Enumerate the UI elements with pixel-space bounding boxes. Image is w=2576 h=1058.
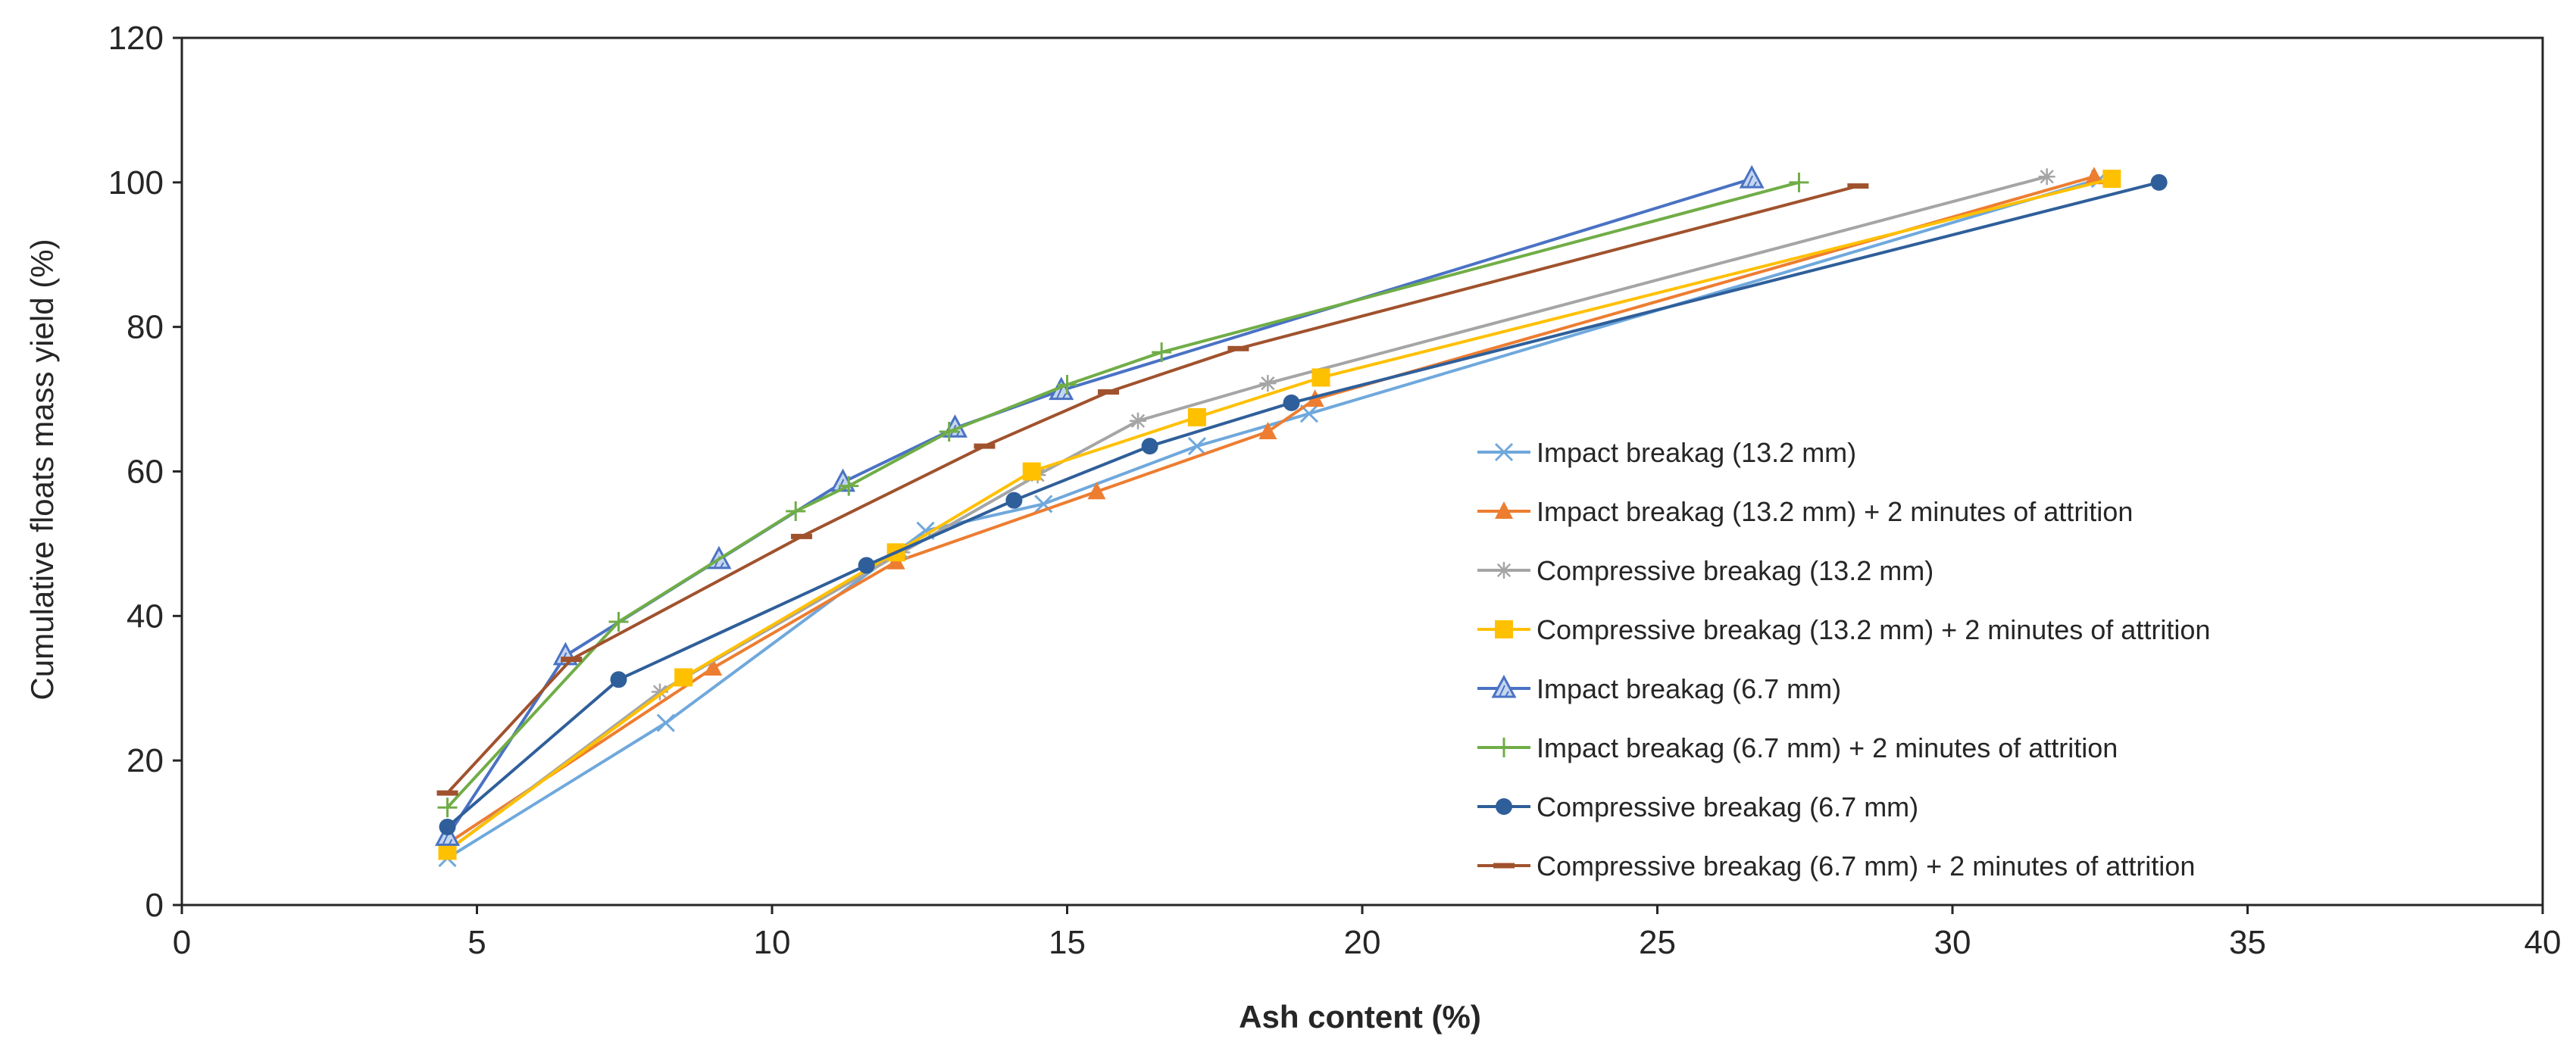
- y-tick-label: 120: [108, 20, 164, 57]
- legend-entry-2: Impact breakag (13.2 mm) + 2 minutes of …: [1477, 496, 2133, 527]
- data-point: [1152, 342, 1172, 363]
- legend-entry-4: Compressive breakag (13.2 mm) + 2 minute…: [1477, 614, 2210, 645]
- series-7: [439, 173, 2168, 835]
- series-4: [438, 170, 2121, 860]
- data-point: [1057, 375, 1077, 395]
- data-point: [1259, 375, 1277, 392]
- series-8: [436, 183, 1869, 796]
- legend-entry-6: Impact breakag (6.7 mm) + 2 minutes of a…: [1477, 732, 2118, 763]
- data-point: [1187, 437, 1206, 456]
- x-tick-label: 35: [2229, 924, 2266, 961]
- data-point: [786, 501, 806, 521]
- data-point: [656, 713, 675, 732]
- data-point: [437, 797, 458, 818]
- data-point: [1847, 183, 1869, 189]
- data-point: [704, 658, 723, 676]
- x-tick-label: 10: [754, 924, 791, 961]
- data-point: [839, 476, 859, 496]
- legend-marker: [1496, 562, 1512, 579]
- legend-marker: [1494, 442, 1514, 462]
- data-point: [608, 611, 629, 632]
- data-point: [1311, 368, 1330, 387]
- legend-marker: [1491, 674, 1517, 698]
- data-point: [1098, 389, 1120, 395]
- data-point: [974, 443, 996, 449]
- legend-entry-5: Impact breakag (6.7 mm): [1477, 673, 1841, 704]
- x-tick-label: 40: [2524, 924, 2562, 961]
- legend-label: Impact breakag (6.7 mm) + 2 minutes of a…: [1537, 732, 2118, 763]
- data-point: [1141, 438, 1158, 455]
- data-point: [1283, 394, 1300, 411]
- data-point: [674, 668, 693, 687]
- y-tick-label: 60: [127, 454, 164, 491]
- legend-marker: [1496, 798, 1512, 815]
- data-point: [1227, 345, 1249, 351]
- x-tick-label: 20: [1344, 924, 1381, 961]
- data-point: [2150, 173, 2168, 191]
- data-point: [439, 818, 456, 835]
- data-point-hatch: [1055, 387, 1067, 400]
- legend-marker-hatch: [1499, 685, 1509, 698]
- y-tick-label: 0: [145, 887, 164, 924]
- data-point: [1087, 482, 1106, 500]
- series-6: [437, 172, 1809, 818]
- series-layer: [435, 164, 2168, 868]
- axes: 0 5 10 15 20 25 30 35 40 0 20 40 60 80 100 120: [108, 20, 2562, 961]
- legend-label: Impact breakag (13.2 mm) + 2 minutes of …: [1537, 496, 2133, 527]
- legend: Impact breakag (13.2 mm) Impact breakag (…: [1477, 437, 2210, 882]
- x-tick-label: 15: [1049, 924, 1086, 961]
- legend-label: Compressive breakag (13.2 mm): [1537, 555, 1934, 586]
- series-line: [445, 180, 1801, 810]
- legend-marker: [1495, 501, 1513, 519]
- legend-label: Compressive breakag (6.7 mm): [1537, 791, 1918, 822]
- data-point: [1005, 492, 1023, 509]
- data-point: [1789, 172, 1809, 192]
- legend-entry-1: Impact breakag (13.2 mm): [1477, 437, 1856, 468]
- data-point: [790, 533, 812, 539]
- legend-label: Impact breakag (6.7 mm): [1537, 673, 1841, 704]
- x-tick-label: 30: [1934, 924, 1971, 961]
- legend-entry-8: Compressive breakag (6.7 mm) + 2 minutes…: [1477, 850, 2195, 882]
- data-point: [1187, 407, 1206, 426]
- legend-marker: [1495, 620, 1513, 638]
- y-tick-label: 80: [127, 309, 164, 346]
- legend-marker: [1494, 738, 1514, 757]
- y-tick-label: 20: [127, 742, 164, 779]
- data-point: [436, 790, 458, 796]
- data-point: [2102, 170, 2121, 189]
- data-point: [1258, 422, 1277, 440]
- legend-label: Compressive breakag (13.2 mm) + 2 minute…: [1537, 614, 2210, 645]
- data-point: [2038, 168, 2055, 186]
- x-axis-title: Ash content (%): [1239, 999, 1481, 1035]
- data-point: [939, 422, 959, 442]
- data-point: [561, 657, 583, 663]
- data-point: [858, 557, 875, 574]
- y-axis-title: Cumulative floats mass yield (%): [24, 239, 60, 700]
- x-tick-label: 5: [467, 924, 486, 961]
- y-tick-label: 100: [108, 164, 164, 201]
- data-point: [1129, 412, 1146, 429]
- x-tick-label: 0: [173, 924, 191, 961]
- legend-marker: [1493, 863, 1515, 869]
- legend-entry-3: Compressive breakag (13.2 mm): [1477, 555, 1934, 586]
- data-point-hatch: [1746, 175, 1758, 188]
- legend-label: Impact breakag (13.2 mm): [1537, 437, 1856, 468]
- x-tick-label: 25: [1639, 924, 1676, 961]
- data-point: [610, 671, 627, 688]
- data-point: [1739, 164, 1765, 189]
- legend-entry-7: Compressive breakag (6.7 mm): [1477, 791, 1918, 822]
- y-tick-label: 40: [127, 598, 164, 635]
- data-point: [2084, 167, 2103, 185]
- legend-label: Compressive breakag (6.7 mm) + 2 minutes…: [1537, 850, 2195, 882]
- data-point: [651, 683, 668, 701]
- data-point: [1022, 462, 1041, 481]
